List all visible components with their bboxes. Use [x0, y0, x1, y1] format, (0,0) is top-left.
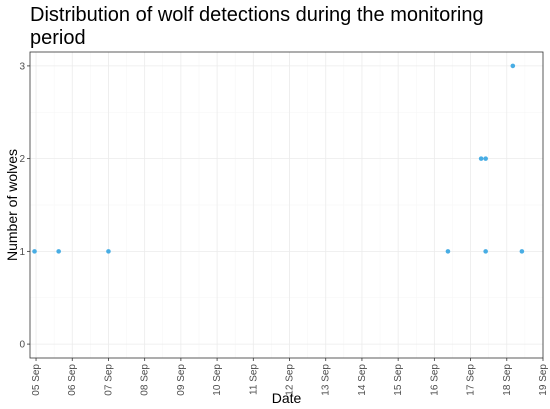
x-tick-label: 11 Sep	[248, 364, 259, 395]
x-tick-label: 15 Sep	[393, 364, 404, 396]
data-point	[32, 249, 37, 254]
x-axis-title: Date	[272, 390, 302, 406]
y-tick-label: 0	[19, 340, 25, 351]
x-tick-label: 18 Sep	[502, 364, 513, 396]
x-tick-label: 08 Sep	[140, 364, 151, 396]
data-points	[32, 63, 525, 254]
minor-gridlines	[30, 52, 543, 358]
data-point	[519, 249, 525, 254]
plot-border	[29, 51, 544, 359]
data-point	[106, 249, 111, 254]
chart-title: Distribution of wolf detections during t…	[30, 4, 484, 49]
x-tick-label: 10 Sep	[212, 364, 223, 396]
y-tick-label: 2	[19, 154, 25, 165]
x-tick-label: 19 Sep	[538, 364, 549, 396]
y-axis-ticks: 0 1 2 3	[19, 61, 30, 351]
x-tick-label: 05 Sep	[31, 364, 42, 396]
data-point	[478, 156, 484, 161]
data-point	[510, 63, 516, 69]
y-tick-label: 1	[19, 247, 25, 258]
data-point	[483, 156, 488, 161]
data-point	[445, 249, 451, 254]
y-tick-label: 3	[19, 61, 25, 72]
x-tick-label: 13 Sep	[321, 364, 332, 396]
x-tick-label: 06 Sep	[67, 364, 78, 396]
x-tick-label: 16 Sep	[429, 364, 440, 396]
x-tick-label: 14 Sep	[357, 364, 368, 396]
x-tick-label: 09 Sep	[176, 364, 187, 396]
x-tick-label: 07 Sep	[103, 364, 114, 396]
data-point	[56, 249, 61, 254]
data-point	[483, 249, 488, 254]
y-axis-title: Number of wolves	[4, 149, 20, 261]
x-tick-label: 12 Sep	[285, 364, 296, 396]
x-axis-ticks: 05 Sep 06 Sep 07 Sep 08 Sep 09 Sep 10 Sep 11 S…	[31, 358, 549, 396]
x-tick-label: 17 Sep	[466, 364, 477, 396]
